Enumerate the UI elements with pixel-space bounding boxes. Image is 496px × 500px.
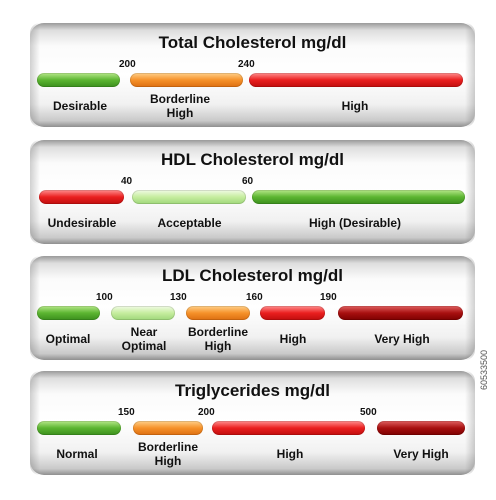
normal-bar [37, 421, 121, 435]
total-cholesterol-panel: Total Cholesterol mg/dl 200 240 Desirabl… [30, 23, 475, 127]
undesirable-bar [39, 190, 124, 204]
stock-id-watermark: 60533500 [479, 349, 489, 390]
segment-label: Near Optimal [121, 325, 167, 353]
panel-title: HDL Cholesterol mg/dl [161, 150, 344, 169]
segment-label: Normal [56, 447, 98, 461]
threshold-label: 100 [96, 292, 113, 303]
threshold-label: 130 [170, 292, 187, 303]
threshold-label: 40 [121, 176, 133, 187]
high-bar [260, 306, 325, 320]
segment-label: High [276, 447, 304, 461]
threshold-label: 190 [320, 292, 337, 303]
segment-label: Undesirable [47, 216, 117, 230]
threshold-label: 150 [118, 407, 135, 418]
segment-label: Borderline High [149, 92, 210, 120]
threshold-label: 200 [119, 59, 136, 70]
threshold-label: 200 [198, 407, 215, 418]
threshold-label: 240 [238, 59, 255, 70]
hdl-cholesterol-panel: HDL Cholesterol mg/dl 40 60 Undesirable … [30, 140, 475, 244]
desirable-bar [37, 73, 120, 87]
segment-label: High [279, 332, 307, 346]
threshold-label: 500 [360, 407, 377, 418]
borderline-high-bar [186, 306, 250, 320]
segment-label: Borderline High [137, 440, 198, 468]
segment-label: Desirable [52, 99, 108, 113]
high-desirable-bar [252, 190, 465, 204]
segment-label: High [341, 99, 369, 113]
high-bar [249, 73, 463, 87]
high-bar [212, 421, 365, 435]
segment-label: Acceptable [157, 216, 222, 230]
optimal-bar [37, 306, 100, 320]
ldl-cholesterol-panel: LDL Cholesterol mg/dl 100 130 160 190 Op… [30, 256, 475, 360]
borderline-high-bar [130, 73, 243, 87]
borderline-high-bar [133, 421, 203, 435]
very-high-bar [338, 306, 463, 320]
segment-label: Borderline High [187, 325, 248, 353]
panel-title: Triglycerides mg/dl [175, 381, 330, 400]
threshold-label: 160 [246, 292, 263, 303]
threshold-label: 60 [242, 176, 254, 187]
very-high-bar [377, 421, 465, 435]
acceptable-bar [132, 190, 246, 204]
segment-label: Very High [393, 447, 449, 461]
panel-title: Total Cholesterol mg/dl [158, 33, 347, 52]
segment-label: Optimal [45, 332, 91, 346]
panel-title: LDL Cholesterol mg/dl [161, 266, 344, 285]
near-optimal-bar [111, 306, 175, 320]
segment-label: High (Desirable) [308, 216, 401, 230]
triglycerides-panel: Triglycerides mg/dl 150 200 500 Normal B… [30, 371, 475, 475]
segment-label: Very High [374, 332, 430, 346]
